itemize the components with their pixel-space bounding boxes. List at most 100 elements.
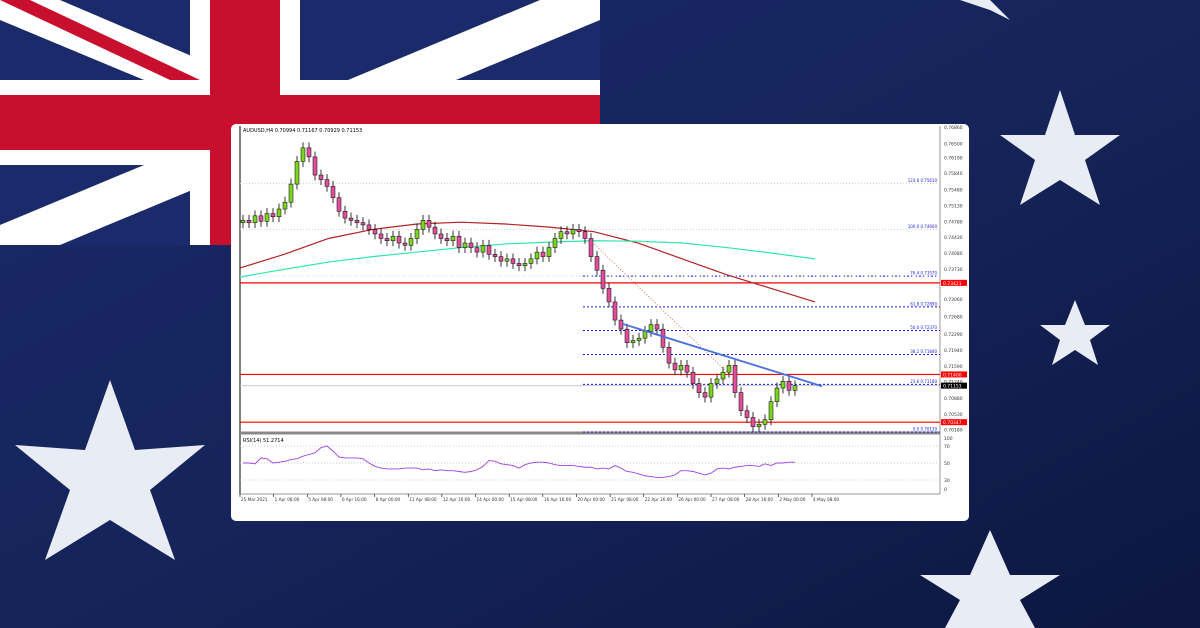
x-tick-label: 8 Apr 00:00 (376, 497, 401, 502)
bearish-candle (666, 347, 672, 364)
bullish-candle (264, 213, 270, 222)
bearish-candle (684, 365, 690, 373)
bearish-candle (786, 380, 792, 391)
y-tick-label: 0.72290 (944, 332, 963, 338)
bearish-candle (366, 224, 372, 230)
bearish-candle (744, 410, 750, 418)
fib-level-label: 100.0 0.74600 (908, 224, 938, 229)
bearish-candle (324, 179, 330, 187)
moving-average-line (239, 221, 816, 303)
price-chart: AUDUSD,H4 0.70994 0.71167 0.70929 0.7115… (239, 125, 967, 502)
x-tick-label: 2 May 00:00 (779, 497, 805, 502)
level-price-label: 0.70347 (943, 420, 962, 426)
x-tick-label: 4 May 08:00 (813, 497, 839, 502)
bullish-candle (648, 324, 654, 332)
bearish-candle (246, 220, 252, 223)
bearish-candle (654, 324, 660, 330)
bullish-candle (630, 340, 636, 343)
bearish-candle (468, 242, 474, 248)
bearish-candle (702, 392, 708, 398)
bearish-candle (258, 215, 264, 222)
bearish-candle (750, 417, 756, 427)
bearish-candle (564, 231, 570, 235)
x-tick-label: 21 Apr 08:00 (611, 497, 639, 502)
bearish-candle (540, 251, 546, 257)
x-tick-label: 26 Apr 00:00 (678, 497, 706, 502)
star-icon (15, 380, 205, 560)
rsi-level-label: 100 (944, 436, 953, 442)
bullish-candle (570, 229, 576, 235)
rsi-level-label: 50 (944, 461, 950, 467)
bullish-candle (726, 365, 732, 373)
y-tick-label: 0.74430 (944, 235, 963, 241)
current-price-tag (941, 382, 967, 389)
bullish-candle (756, 424, 762, 427)
fib-level-label: 61.8 0.72890 (910, 301, 937, 306)
y-tick-label: 0.70530 (944, 412, 963, 418)
bullish-candle (636, 337, 642, 341)
bullish-candle (300, 147, 306, 162)
rsi-line (243, 445, 795, 478)
stars (15, 0, 1120, 628)
bearish-candle (690, 371, 696, 384)
bullish-candle (390, 235, 396, 242)
bullish-candle (414, 229, 420, 239)
bearish-candle (438, 233, 444, 239)
bullish-candle (780, 380, 786, 389)
bullish-candle (678, 365, 684, 371)
y-tick-label: 0.75840 (944, 171, 963, 177)
bearish-candle (378, 233, 384, 239)
y-tick-label: 0.75130 (944, 203, 963, 209)
x-tick-label: 6 Apr 16:00 (342, 497, 367, 502)
chart-card: AUDUSD,H4 0.70994 0.71167 0.70929 0.7115… (231, 124, 969, 521)
fib-level-label: 23.6 0.71180 (910, 379, 937, 384)
bearish-candle (738, 392, 744, 411)
bullish-candle (288, 183, 294, 203)
bullish-candle (792, 385, 798, 391)
bearish-candle (486, 245, 492, 255)
x-tick-label: 12 Apr 16:00 (443, 497, 471, 502)
bullish-candle (768, 401, 774, 421)
bearish-candle (600, 269, 606, 289)
x-tick-label: 22 Apr 16:00 (645, 497, 673, 502)
x-tick-label: 27 Apr 08:00 (712, 497, 740, 502)
y-tick-label: 0.70180 (944, 428, 963, 434)
bullish-candle (480, 245, 486, 253)
level-price-label: 0.71400 (943, 372, 962, 378)
bearish-candle (582, 231, 588, 239)
bearish-candle (624, 328, 630, 343)
star-icon (1000, 90, 1120, 205)
bearish-candle (660, 328, 666, 348)
bearish-candle (498, 256, 504, 262)
bullish-candle (528, 258, 534, 264)
bearish-candle (270, 213, 276, 217)
star-icon (960, 0, 1010, 20)
y-tick-label: 0.76860 (944, 125, 963, 131)
fib-level-label: 123.6 0.75610 (908, 178, 938, 183)
x-tick-label: 5 Apr 08:00 (308, 497, 333, 502)
bearish-candle (432, 226, 438, 235)
y-tick-label: 0.73060 (944, 297, 963, 303)
moving-average-line (239, 240, 816, 278)
chart-title: AUDUSD,H4 0.70994 0.71167 0.70929 0.7115… (243, 128, 362, 134)
rsi-level-label: 0 (944, 487, 947, 493)
bullish-candle (462, 242, 468, 248)
x-tick-label: 14 Apr 00:00 (477, 497, 505, 502)
y-tick-label: 0.71940 (944, 348, 963, 354)
rsi-level-label: 30 (944, 478, 950, 484)
bearish-candle (330, 186, 336, 198)
y-tick-label: 0.74080 (944, 251, 963, 257)
bearish-candle (384, 238, 390, 242)
bullish-candle (558, 231, 564, 239)
bullish-candle (408, 238, 414, 246)
bearish-candle (312, 156, 318, 176)
bearish-candle (348, 217, 354, 221)
bearish-candle (342, 211, 348, 219)
bullish-candle (276, 208, 282, 217)
bullish-candle (714, 378, 720, 384)
bearish-candle (360, 222, 366, 226)
y-tick-label: 0.76500 (944, 141, 963, 147)
bullish-candle (294, 161, 300, 185)
y-tick-label: 0.71590 (944, 364, 963, 370)
bearish-candle (492, 254, 498, 257)
